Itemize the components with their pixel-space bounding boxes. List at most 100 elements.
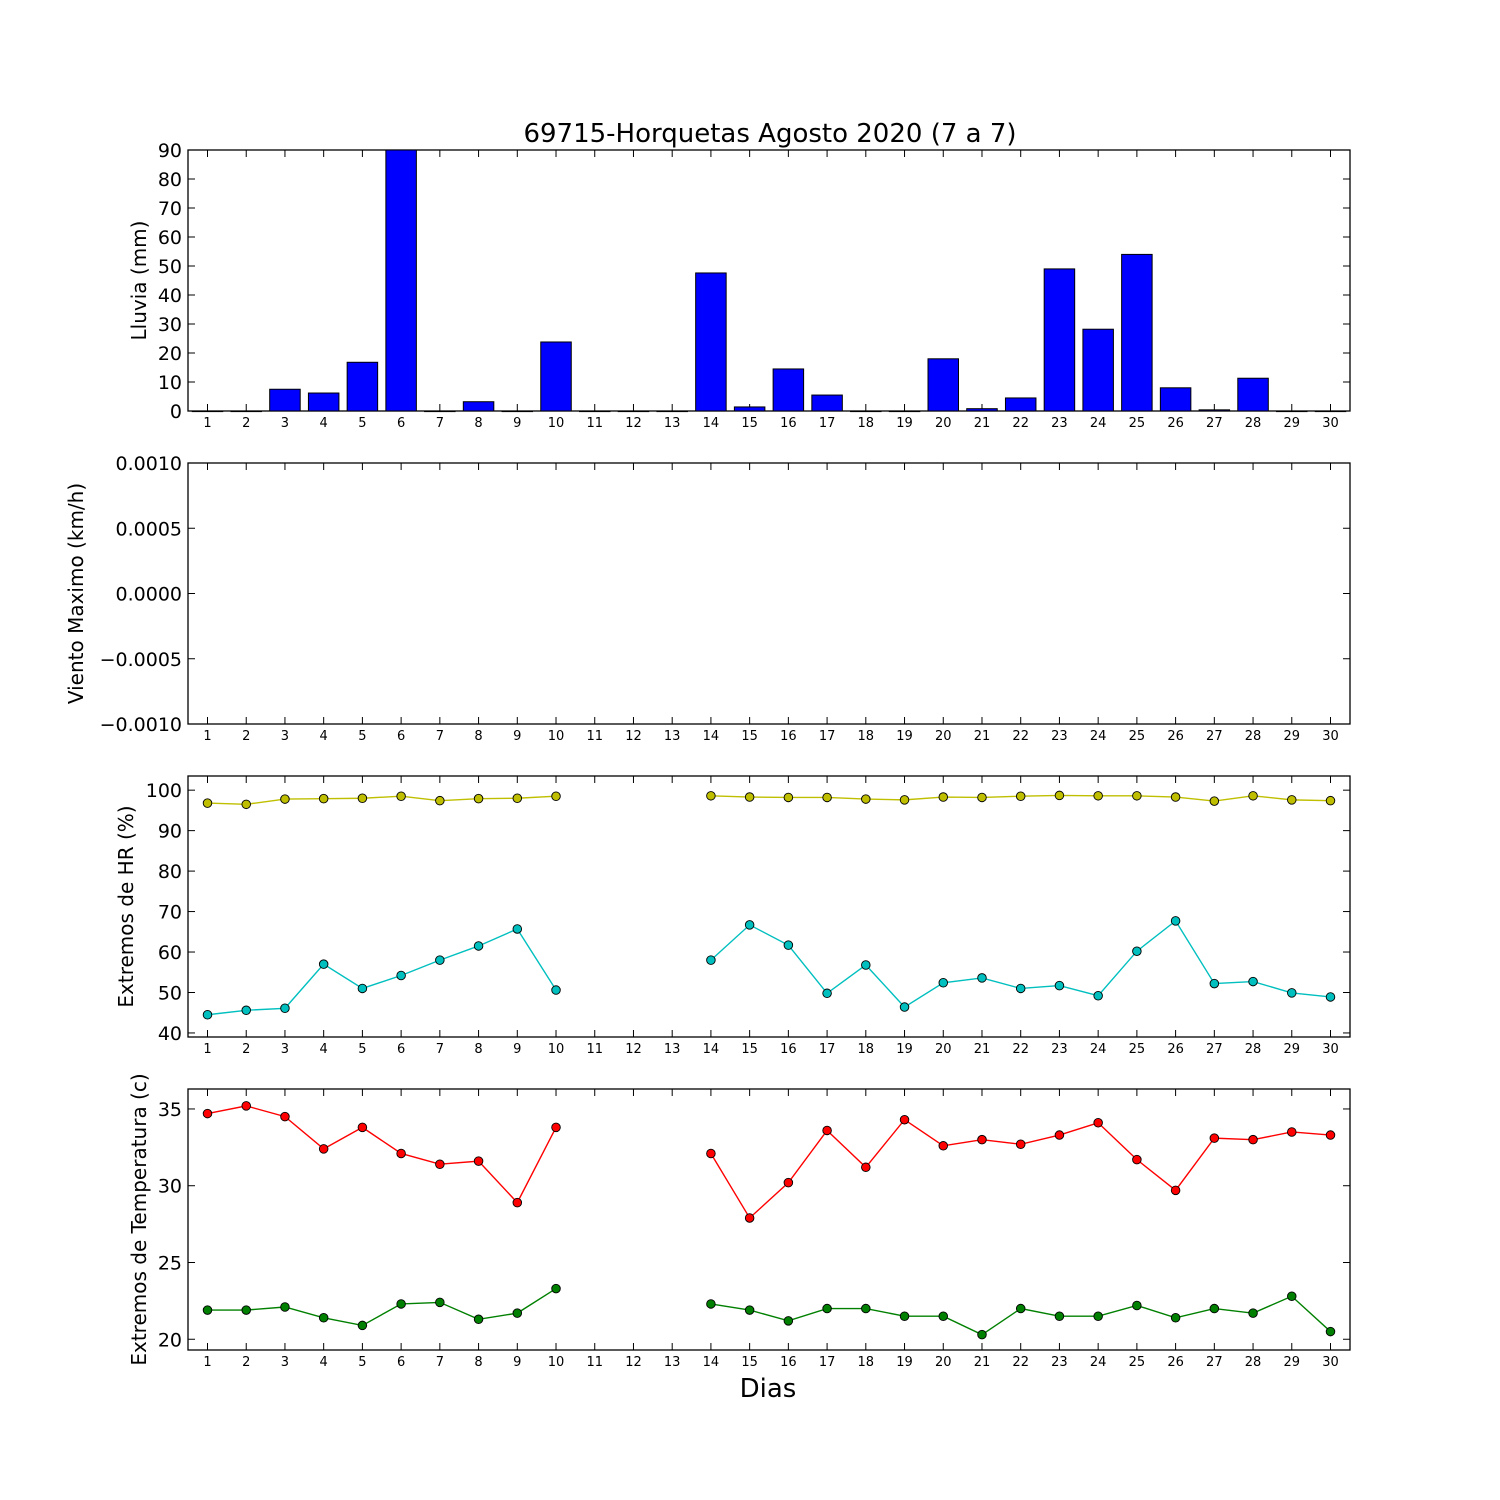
x-tick-label: 6 [397,729,405,744]
x-tick-label: 20 [935,729,952,744]
data-point [899,795,910,805]
x-tick-label: 12 [625,1355,642,1370]
data-point [1170,916,1181,926]
data-point [1287,1127,1297,1137]
y-tick-label: −0.0010 [100,714,182,736]
x-tick-label: 29 [1284,416,1301,431]
x-tick-label: 21 [974,1042,991,1057]
x-tick-label: 10 [548,1355,565,1370]
y-tick-label: 60 [158,942,182,964]
x-tick-label: 29 [1284,1042,1301,1057]
x-tick-label: 5 [358,1042,366,1057]
rain-bar [1237,377,1269,412]
data-point [706,1299,716,1309]
data-point [280,1003,290,1014]
x-tick-label: 13 [664,416,681,431]
data-point [318,1313,329,1323]
y-tick-label: 0.0010 [116,453,182,475]
data-point [861,1162,871,1173]
data-point [744,792,755,802]
x-tick-label: 27 [1206,1355,1223,1370]
data-point [744,1305,755,1315]
x-tick-label: 14 [703,1355,720,1370]
rain-bar [385,149,417,412]
data-point [512,793,523,804]
data-point [241,1305,251,1315]
x-tick-label: 24 [1090,1355,1107,1370]
data-point [318,1144,329,1154]
rain-bar [1043,268,1076,412]
x-tick-label: 17 [819,1042,836,1057]
x-tick-label: 11 [586,1355,603,1370]
plot-frame [187,1088,1351,1351]
data-point [899,1311,910,1321]
rain-bar [424,410,456,413]
x-tick-label: 21 [974,416,991,431]
x-tick-label: 4 [320,729,328,744]
x-tick-label: 25 [1129,1042,1146,1057]
data-point [202,1108,213,1119]
y-tick-label: 90 [158,821,182,843]
x-tick-label: 27 [1206,729,1223,744]
x-tick-label: 12 [625,416,642,431]
rain-bar [501,410,534,413]
x-tick-label: 5 [358,1355,366,1370]
x-tick-label: 6 [397,1042,405,1057]
data-point [435,955,445,965]
data-point [396,791,406,801]
x-tick-label: 9 [513,416,521,431]
data-point [744,920,755,930]
data-point [357,1122,368,1133]
data-point [357,793,368,804]
y-tick-label: 25 [158,1252,182,1274]
rain-bar [578,410,611,413]
x-tick-label: 12 [625,729,642,744]
x-tick-label: 10 [548,1042,565,1057]
y-tick-label: 70 [158,902,182,924]
rain-bar [1314,410,1347,413]
y-tick-label: 100 [146,780,182,802]
data-point [1248,976,1258,987]
x-tick-label: 1 [203,729,211,744]
x-tick-label: 24 [1090,1042,1107,1057]
x-tick-label: 2 [242,729,250,744]
y-tick-label: 40 [158,1023,182,1045]
data-point [435,795,445,806]
x-tick-label: 6 [397,416,405,431]
y-tick-label: 50 [158,982,182,1004]
x-tick-label: 18 [858,1355,875,1370]
x-tick-label: 4 [320,1042,328,1057]
data-point [1132,791,1142,801]
rain-bar [1276,410,1308,413]
x-tick-label: 7 [436,1355,444,1370]
x-tick-label: 10 [548,416,565,431]
data-point [861,794,871,804]
x-tick-label: 28 [1245,416,1262,431]
x-tick-label: 16 [780,416,797,431]
data-point [938,1311,949,1321]
data-point [1287,1291,1297,1302]
x-tick-label: 29 [1284,729,1301,744]
data-point [1132,1154,1142,1165]
y-tick-label: 0 [170,401,182,423]
data-point [822,1303,832,1314]
data-point [473,1314,484,1325]
x-tick-label: 9 [513,729,521,744]
data-point [1248,1308,1258,1318]
x-tick-label: 8 [474,1042,482,1057]
data-point [512,1197,523,1208]
y-tick-label: 10 [158,372,182,394]
data-point [899,1002,910,1012]
x-tick-label: 17 [819,416,836,431]
series-line [207,928,557,1016]
data-point [1015,791,1026,801]
x-tick-label: 23 [1051,1355,1068,1370]
x-tick-label: 15 [741,1042,758,1057]
x-axis-label: Dias [740,1374,797,1404]
rain-bar [1121,253,1153,412]
data-point [1209,978,1220,989]
y-tick-label: 80 [158,169,182,191]
chart-title: 69715-Horquetas Agosto 2020 (7 a 7) [523,119,1016,149]
x-tick-label: 25 [1129,729,1146,744]
